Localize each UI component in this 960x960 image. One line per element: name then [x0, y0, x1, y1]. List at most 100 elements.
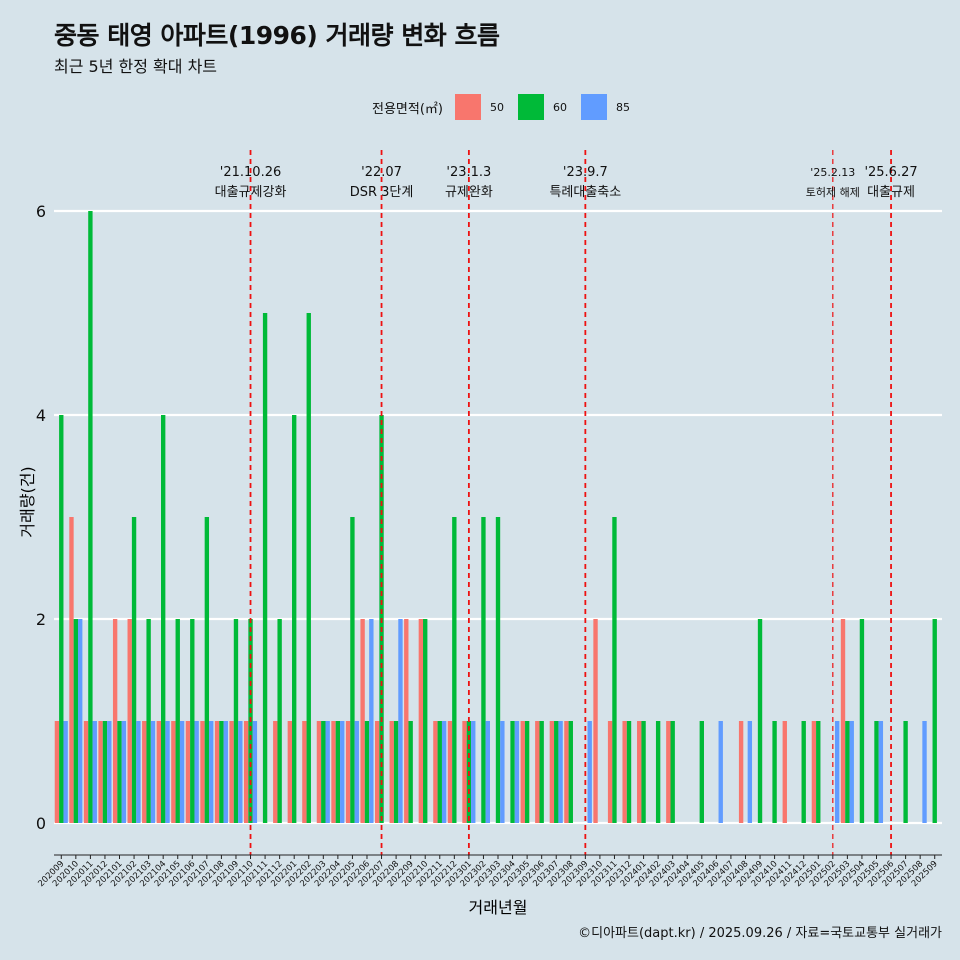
bar-60-202212	[452, 517, 457, 823]
bar-50-202211	[433, 721, 438, 823]
bar-60-202010	[73, 619, 79, 823]
bar-60-202504	[859, 619, 865, 823]
event-date-0: '21.10.26	[220, 165, 281, 180]
bar-60-202101	[117, 721, 122, 823]
bar-85-202012	[107, 721, 112, 823]
event-label-4: 토허제 해제	[806, 185, 860, 199]
bar-60-202308	[568, 721, 573, 823]
bar-50-202108	[214, 721, 220, 823]
event-label-3: 특례대출축소	[549, 185, 621, 200]
bar-60-202206	[364, 721, 370, 823]
bar-60-202412	[801, 721, 806, 823]
bar-85-202303	[500, 721, 505, 823]
bar-85-202108	[223, 721, 228, 823]
bar-85-202307	[558, 721, 563, 823]
source-caption: ©디아파트(dapt.kr) / 2025.09.26 / 자료=국토교통부 실…	[578, 926, 942, 941]
bar-50-202310	[593, 619, 598, 823]
bar-60-202210	[423, 619, 428, 823]
bar-60-202409	[757, 619, 763, 823]
event-label-1: DSR 3단계	[350, 185, 414, 200]
bar-60-202011	[88, 211, 93, 823]
bar-60-202305	[524, 721, 530, 823]
bar-60-202405	[699, 721, 704, 823]
bar-60-202102	[131, 517, 137, 823]
bar-85-202204	[340, 721, 345, 823]
bar-50-202203	[316, 721, 322, 823]
bar-85-202105	[179, 721, 185, 823]
bar-50-202012	[98, 721, 103, 823]
bar-85-202106	[194, 721, 199, 823]
bar-60-202509	[932, 619, 937, 823]
bars	[54, 211, 937, 823]
bar-60-202012	[102, 721, 108, 823]
bar-85-202211	[441, 721, 447, 823]
bar-60-202311	[612, 517, 617, 823]
bar-60-202507	[903, 721, 908, 823]
bar-60-202302	[481, 517, 486, 823]
bar-50-202104	[156, 721, 161, 823]
bar-85-202009	[63, 721, 68, 823]
bar-50-202103	[142, 721, 147, 823]
legend-label-60: 60	[552, 100, 567, 114]
legend-item-85: 85	[580, 94, 630, 120]
legend-item-60: 60	[517, 94, 567, 120]
bar-60-202106	[190, 619, 195, 823]
bar-60-202402	[655, 721, 661, 823]
bar-60-202202	[306, 313, 311, 823]
bar-60-202410	[772, 721, 777, 823]
bar-85-202102	[136, 721, 141, 823]
bar-85-202206	[369, 619, 374, 823]
bar-50-202208	[389, 721, 394, 823]
event-date-5: '25.6.27	[864, 165, 917, 180]
y-tick-label: 0	[36, 814, 46, 833]
bar-85-202502	[835, 721, 840, 823]
bar-60-202312	[626, 721, 632, 823]
legend-swatch-50	[454, 94, 481, 120]
bar-50-202112	[273, 721, 278, 823]
bar-60-202107	[204, 517, 210, 823]
bar-50-202204	[331, 721, 336, 823]
bar-60-202204	[335, 721, 341, 823]
legend-label-50: 50	[489, 100, 504, 114]
bar-85-202011	[92, 721, 97, 823]
bar-85-202205	[354, 721, 359, 823]
bar-60-202009	[59, 415, 64, 823]
bar-50-202212	[447, 721, 453, 823]
bar-60-202104	[160, 415, 166, 823]
event-label-2: 규제완화	[445, 185, 493, 200]
bar-50-202408	[738, 721, 744, 823]
bar-50-202401	[637, 721, 642, 823]
bar-50-202110	[243, 721, 249, 823]
bar-60-202209	[408, 721, 413, 823]
legend: 전용면적(㎡) 50 60 85	[372, 92, 644, 122]
event-date-4: '25.2.13	[810, 166, 855, 179]
event-date-3: '23.9.7	[563, 165, 608, 180]
bar-50-202109	[229, 721, 234, 823]
bar-50-202206	[360, 619, 365, 823]
bar-50-202209	[404, 619, 409, 823]
bar-60-202208	[393, 721, 399, 823]
bar-85-202110	[252, 721, 258, 823]
bar-50-202201	[287, 721, 293, 823]
bar-60-202303	[495, 517, 501, 823]
bar-60-202103	[146, 619, 151, 823]
bar-60-202105	[175, 619, 180, 823]
legend-item-50: 50	[454, 94, 504, 120]
bar-85-202304	[514, 721, 520, 823]
bar-60-202201	[292, 415, 297, 823]
bar-50-202010	[69, 517, 74, 823]
bar-50-202307	[549, 721, 555, 823]
y-tick-label: 4	[36, 406, 46, 425]
bar-50-202311	[607, 721, 613, 823]
bar-60-202108	[219, 721, 224, 823]
bar-60-202505	[874, 721, 879, 823]
chart-subtitle: 최근 5년 한정 확대 차트	[54, 57, 218, 76]
bar-50-202102	[127, 619, 132, 823]
bar-85-202203	[325, 721, 330, 823]
bar-60-202211	[437, 721, 442, 823]
bar-50-202105	[171, 721, 176, 823]
bar-50-202308	[564, 721, 569, 823]
event-date-2: '23.1.3	[446, 165, 491, 180]
bar-50-202210	[418, 619, 424, 823]
